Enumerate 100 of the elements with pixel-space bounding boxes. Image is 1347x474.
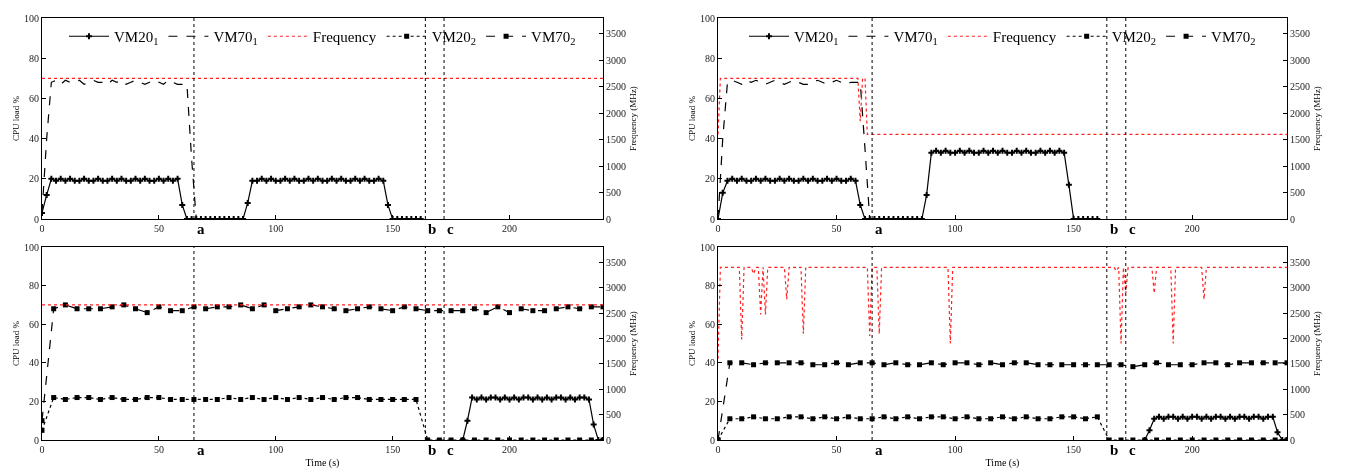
x-tick-label: 200 — [502, 444, 517, 455]
y2-tick-label: 1500 — [606, 134, 626, 146]
x-tick-label: 100 — [268, 444, 284, 455]
y2-tick-label: 500 — [606, 187, 621, 199]
y2-tick-label: 1500 — [606, 358, 626, 370]
ref-line-label: c — [447, 442, 454, 458]
ref-line-label: a — [875, 442, 883, 458]
y-tick-label: 80 — [705, 52, 715, 64]
legend-label: VM20$_{2}$ — [1111, 29, 1157, 48]
legend-label: VM20$_{2}$ — [431, 29, 477, 48]
y2-tick-label: 1000 — [606, 160, 626, 172]
y-tick-label: 0 — [710, 434, 715, 446]
ref-line-label: a — [197, 442, 205, 458]
x-tick-label: 50 — [831, 444, 842, 455]
y-tick-label: 0 — [34, 213, 39, 225]
x-tick-label: 150 — [385, 444, 401, 455]
y-axis-title: CPU load % — [11, 95, 22, 141]
y2-tick-label: 3000 — [1290, 54, 1310, 66]
y-tick-label: 40 — [705, 357, 715, 369]
y-tick-label: 40 — [705, 133, 715, 145]
x-tick-label: 50 — [153, 223, 164, 234]
y-tick-label: 80 — [705, 280, 715, 292]
y2-tick-label: 1000 — [1290, 160, 1310, 172]
y-tick-label: 20 — [29, 395, 39, 407]
y-tick-label: 20 — [705, 173, 715, 185]
x-tick-label: 50 — [153, 444, 164, 455]
legend-label: VM70$_{2}$ — [1211, 29, 1256, 48]
y2-tick-label: 500 — [1290, 409, 1305, 421]
y2-tick-label: 2000 — [1290, 107, 1310, 119]
x-tick-label: 50 — [831, 223, 842, 234]
y2-tick-label: 3000 — [1290, 282, 1310, 294]
y2-tick-label: 1500 — [1290, 134, 1310, 146]
x-tick-label: 100 — [947, 223, 963, 234]
y2-tick-label: 3000 — [606, 282, 626, 294]
y-tick-label: 80 — [29, 52, 39, 64]
legend-label: VM70$_{2}$ — [531, 29, 576, 48]
y-tick-label: 20 — [29, 173, 39, 185]
y2-tick-label: 2500 — [606, 81, 626, 93]
x-tick-label: 200 — [1184, 223, 1200, 234]
y-tick-label: 80 — [29, 280, 39, 292]
x-tick-label: 100 — [268, 223, 284, 234]
x-tick-label: 200 — [502, 223, 517, 234]
y-tick-label: 60 — [705, 318, 715, 330]
y2-tick-label: 3500 — [606, 28, 626, 40]
y2-tick-label: 0 — [606, 213, 611, 225]
x-tick-label: 100 — [947, 444, 963, 455]
y2-tick-label: 3500 — [1290, 28, 1310, 40]
ref-line-label: b — [1110, 221, 1119, 237]
x-tick-label: 150 — [1066, 223, 1082, 234]
y-tick-label: 20 — [705, 395, 715, 407]
y2-tick-label: 1000 — [1290, 383, 1310, 395]
y-axis-title: CPU load % — [687, 320, 698, 366]
x-axis-title: Time (s) — [985, 456, 1020, 469]
y2-tick-label: 2000 — [1290, 332, 1310, 344]
y-tick-label: 60 — [705, 92, 715, 104]
x-axis-title: Time (s) — [305, 456, 340, 469]
y2-tick-label: 2500 — [1290, 307, 1310, 319]
y2-axis-title: Frequency (MHz) — [1311, 86, 1322, 151]
ref-line-label: b — [428, 442, 437, 458]
y2-tick-label: 0 — [1290, 213, 1295, 225]
y2-tick-label: 2000 — [606, 332, 626, 344]
y2-tick-label: 0 — [606, 434, 611, 446]
x-tick-label: 150 — [1066, 444, 1082, 455]
ref-line-label: a — [875, 221, 883, 237]
y-tick-label: 40 — [29, 357, 39, 369]
x-tick-label: 150 — [385, 223, 401, 234]
y-tick-label: 0 — [34, 434, 39, 446]
y-tick-label: 60 — [29, 92, 39, 104]
y2-tick-label: 3000 — [606, 54, 626, 66]
y-tick-label: 100 — [24, 12, 39, 24]
y-tick-label: 100 — [700, 12, 715, 24]
y2-tick-label: 500 — [606, 409, 621, 421]
ref-line-label: c — [1129, 221, 1136, 237]
y-tick-label: 0 — [710, 213, 715, 225]
legend-label: Frequency — [312, 29, 377, 46]
x-tick-label: 200 — [1184, 444, 1200, 455]
y2-tick-label: 500 — [1290, 187, 1305, 199]
y2-tick-label: 1000 — [606, 383, 626, 395]
y-axis-title: CPU load % — [11, 320, 22, 366]
y2-tick-label: 2000 — [606, 107, 626, 119]
y2-axis-title: Frequency (MHz) — [627, 86, 638, 151]
ref-line-label: a — [197, 221, 205, 237]
y-axis-title: CPU load % — [687, 95, 698, 141]
ref-line-label: c — [447, 221, 454, 237]
y2-tick-label: 0 — [1290, 434, 1295, 446]
y2-tick-label: 2500 — [1290, 81, 1310, 93]
ref-line-label: b — [428, 221, 437, 237]
y-tick-label: 100 — [700, 241, 715, 253]
y2-tick-label: 3500 — [1290, 256, 1310, 268]
y-tick-label: 40 — [29, 133, 39, 145]
legend-label: VM70$_{1}$ — [213, 29, 258, 48]
y2-axis-title: Frequency (MHz) — [1311, 311, 1322, 376]
legend-label: VM70$_{1}$ — [893, 29, 938, 48]
legend-label: Frequency — [992, 29, 1057, 46]
y2-tick-label: 2500 — [606, 307, 626, 319]
legend-label: VM20$_{1}$ — [114, 29, 159, 48]
ref-line-label: b — [1110, 442, 1119, 458]
ref-line-label: c — [1129, 442, 1136, 458]
y2-tick-label: 3500 — [606, 256, 626, 268]
y2-tick-label: 1500 — [1290, 358, 1310, 370]
